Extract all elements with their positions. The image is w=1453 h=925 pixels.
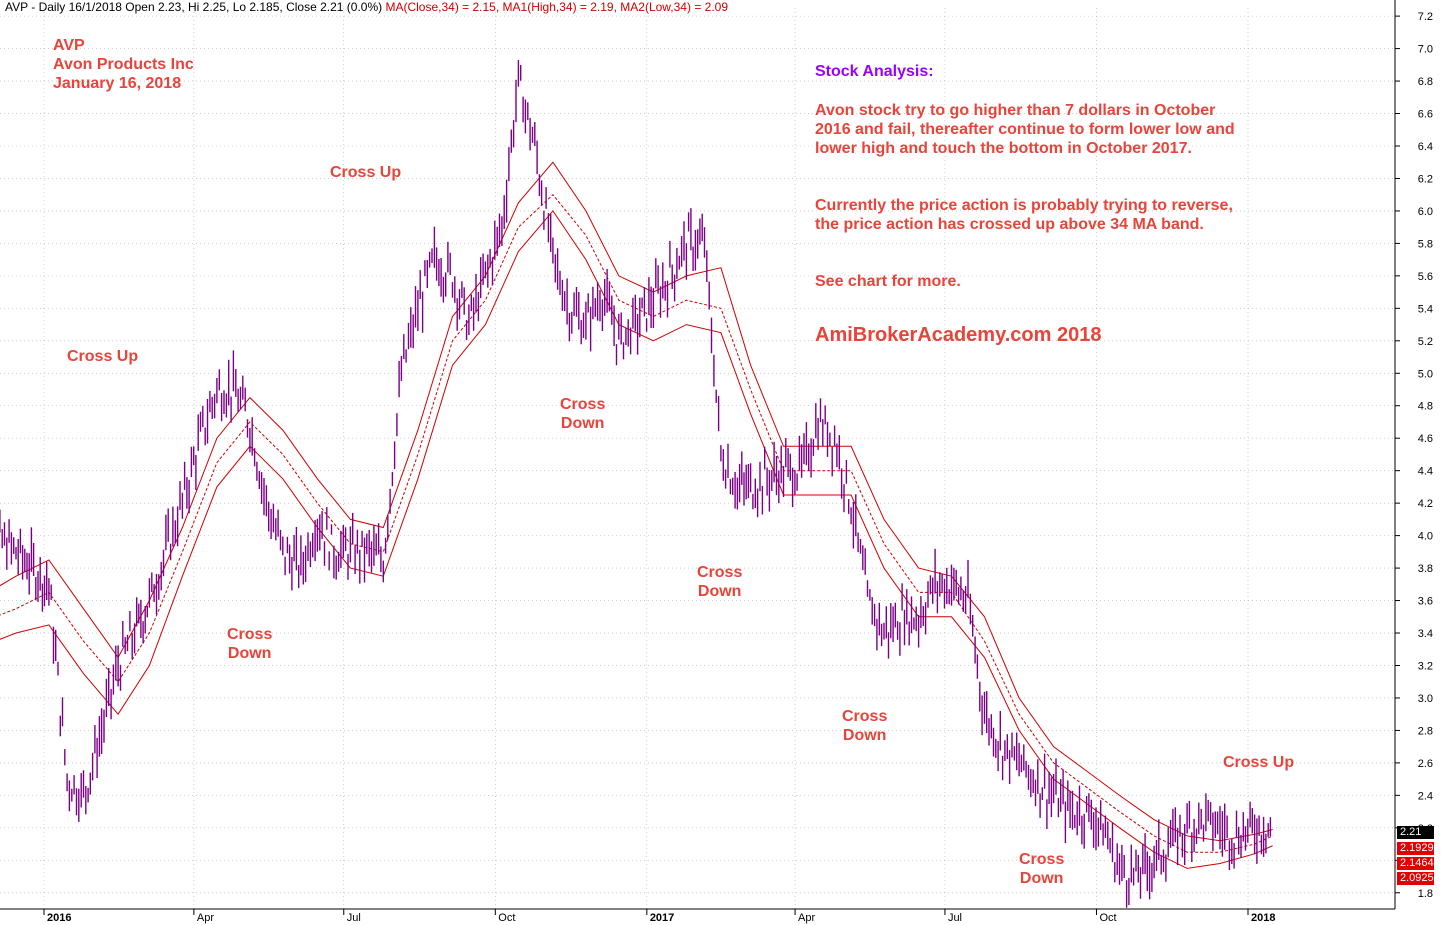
header-prefix: AVP - Daily 16/1/2018 Open 2.23, Hi 2.25…	[5, 0, 383, 14]
ma-low-label: 2.0925	[1397, 872, 1434, 885]
ticker: AVP	[53, 37, 85, 54]
y-tick-label: 5.0	[1418, 368, 1433, 380]
y-tick-label: 5.2	[1418, 336, 1433, 348]
annotation-cross-up-1: Cross Up	[67, 348, 139, 365]
header-ma-low: MA2(Low,34) = 2.09	[620, 0, 729, 14]
ma-line-0	[0, 193, 1273, 853]
ma-high-label: 2.19294	[1397, 842, 1440, 855]
last-close-label: 2.21	[1397, 826, 1434, 839]
y-tick-label: 5.8	[1418, 238, 1433, 250]
y-tick-label: 4.2	[1418, 498, 1433, 510]
y-tick-label: 7.0	[1418, 44, 1433, 56]
annotation-cross-up-2: Cross Up	[330, 164, 402, 181]
company-name: Avon Products Inc	[53, 56, 194, 73]
report-date: January 16, 2018	[53, 75, 182, 92]
y-tick-label: 7.2	[1418, 11, 1433, 23]
y-tick-label: 6.8	[1418, 76, 1433, 88]
x-tick-label: Apr	[798, 912, 815, 924]
y-tick-label: 4.8	[1418, 401, 1433, 413]
x-tick-label: Oct	[1099, 912, 1116, 924]
price-bars	[0, 60, 1272, 908]
analysis-heading: Stock Analysis:	[815, 63, 934, 80]
annotation-cross-up-3: Cross Up	[1223, 754, 1295, 771]
x-axis: 2016 Apr Jul Oct 2017 Apr Jul Oct 2018	[0, 908, 1395, 924]
y-tick-label: 2.6	[1418, 758, 1433, 770]
y-tick-label: 5.4	[1418, 303, 1433, 315]
y-axis: 1.82.02.22.42.62.83.03.23.43.63.84.04.24…	[1394, 0, 1433, 909]
y-tick-label: 6.6	[1418, 109, 1433, 121]
annotation-cross-down-5: Cross Down	[1019, 851, 1065, 887]
y-tick-label: 5.6	[1418, 271, 1433, 283]
y-tick-label: 6.0	[1418, 206, 1433, 218]
x-tick-label: 2016	[47, 912, 71, 924]
title-block: AVP Avon Products Inc January 16, 2018	[53, 36, 194, 93]
x-tick-label: Jul	[948, 912, 962, 924]
y-tick-label: 3.2	[1418, 660, 1433, 672]
analysis-para-1: Avon stock try to go higher than 7 dolla…	[815, 102, 1235, 157]
y-tick-label: 2.8	[1418, 725, 1433, 737]
ma-line-1	[0, 161, 1273, 842]
y-tick-label: 2.4	[1418, 790, 1433, 802]
x-tick-label: Jul	[347, 912, 361, 924]
ma-bands	[0, 161, 1273, 869]
x-tick-label: Oct	[498, 912, 515, 924]
x-tick-label: 2018	[1251, 912, 1275, 924]
header-ma-high: MA1(High,34) = 2.19,	[502, 0, 617, 14]
y-tick-label: 4.0	[1418, 531, 1433, 543]
annotation-cross-down-2: Cross Down	[560, 396, 606, 432]
y-tick-label: 4.4	[1418, 466, 1433, 478]
y-tick-label: 3.8	[1418, 563, 1433, 575]
site-watermark: AmiBrokerAcademy.com 2018	[815, 324, 1102, 346]
analysis-para-3: See chart for more.	[815, 273, 961, 290]
annotation-cross-down-3: Cross Down	[697, 564, 743, 600]
annotation-cross-down-4: Cross Down	[842, 708, 888, 744]
y-tick-label: 4.6	[1418, 433, 1433, 445]
annotation-cross-down-1: Cross Down	[227, 626, 273, 662]
chart-header: AVP - Daily 16/1/2018 Open 2.23, Hi 2.25…	[5, 0, 728, 14]
y-tick-label: 3.0	[1418, 693, 1433, 705]
y-tick-label: 3.4	[1418, 628, 1433, 640]
x-tick-label: Apr	[197, 912, 214, 924]
y-tick-label: 1.8	[1418, 888, 1433, 900]
y-tick-label: 6.2	[1418, 173, 1433, 185]
ma-line-2	[0, 210, 1273, 869]
y-tick-label: 6.4	[1418, 141, 1433, 153]
x-tick-label: 2017	[650, 912, 674, 924]
header-ma-close: MA(Close,34) = 2.15,	[385, 0, 500, 14]
analysis-para-2: Currently the price action is probably t…	[815, 197, 1233, 233]
ma-close-label: 2.14647	[1397, 857, 1440, 870]
chart-grid	[0, 8, 1395, 909]
y-tick-label: 3.6	[1418, 596, 1433, 608]
